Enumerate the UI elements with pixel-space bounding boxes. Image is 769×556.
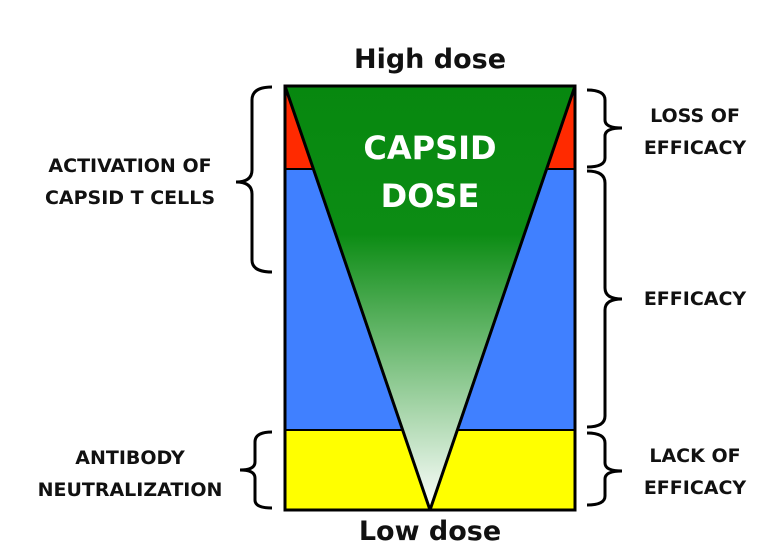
antibody-label: ANTIBODY NEUTRALIZATION [30,442,230,506]
brace-activation [235,85,273,274]
brace-efficacy [586,169,623,429]
lack-line-1: LACK OF [649,445,741,467]
efficacy-line-1: EFFICACY [643,288,747,310]
lack-line-2: EFFICACY [643,477,747,499]
brace-loss [586,88,623,169]
low-dose-label: Low dose [358,516,502,547]
center-line-2: DOSE [380,177,480,215]
loss-line-2: EFFICACY [643,137,747,159]
braces [235,85,623,510]
high-dose-label: High dose [353,44,507,75]
efficacy-label: EFFICACY [625,283,765,315]
activation-label: ACTIVATION OF CAPSID T CELLS [30,150,230,214]
antibody-line-2: NEUTRALIZATION [37,479,223,501]
loss-line-1: LOSS OF [650,105,740,127]
activation-line-1: ACTIVATION OF [48,155,212,177]
activation-line-2: CAPSID T CELLS [44,187,216,209]
center-line-1: CAPSID [363,129,497,167]
brace-lack [586,431,623,507]
capsid-dose-label: CAPSID DOSE [330,124,530,220]
frame [283,84,577,512]
lack-label: LACK OF EFFICACY [625,440,765,504]
antibody-line-1: ANTIBODY [75,447,185,469]
loss-label: LOSS OF EFFICACY [625,100,765,164]
brace-antibody [239,430,273,510]
